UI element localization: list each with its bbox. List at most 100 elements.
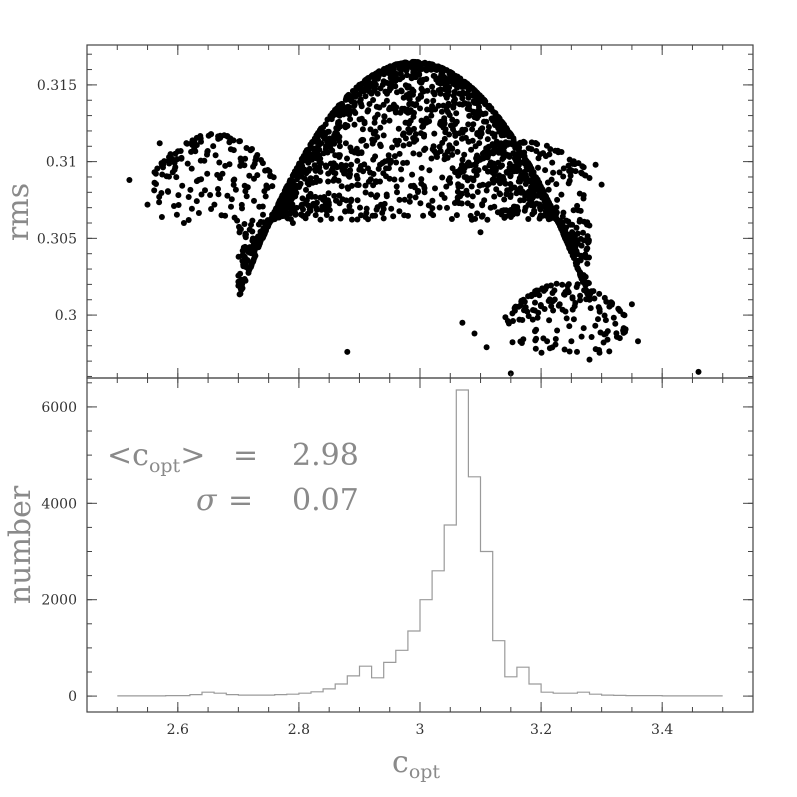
scatter-point [237,285,244,292]
scatter-point [502,180,509,187]
scatter-point [586,175,593,181]
scatter-point [577,292,584,299]
scatter-point [507,131,514,137]
scatter-point [529,316,536,323]
scatter-point [355,182,362,188]
scatter-point [393,183,400,190]
scatter-point [578,333,585,340]
scatter-point [344,155,350,162]
scatter-point [566,348,573,355]
scatter-y-axis-label: rms [1,183,36,241]
scatter-point [573,262,580,269]
scatter-point [580,325,587,332]
scatter-point [484,216,491,223]
scatter-point [580,195,587,202]
scatter-point [525,201,532,208]
scatter-point [528,171,535,178]
scatter-point [565,281,572,288]
scatter-point [516,167,523,174]
scatter-point [449,123,456,130]
scatter-point [351,121,358,128]
scatter-point [489,130,496,137]
scatter-point [202,187,208,194]
scatter-point [496,190,503,197]
scatter-point [504,187,511,194]
scatter-point [318,140,325,147]
scatter-point [312,212,319,219]
scatter-point [358,212,364,219]
scatter-point [227,146,234,153]
scatter-point [612,320,619,327]
scatter-point [159,171,166,178]
scatter-point [429,197,436,204]
scatter-point [528,183,535,190]
scatter-point [165,188,172,195]
scatter-point [237,162,244,169]
scatter-point [493,138,500,145]
scatter-point [371,119,378,126]
scatter-point [185,217,192,223]
scatter-point [577,297,584,304]
scatter-point [483,344,490,351]
scatter-point [566,177,573,184]
scatter-point [195,210,202,216]
scatter-point [419,123,426,130]
scatter-point [499,207,505,214]
scatter-point [492,167,499,174]
scatter-point [154,165,161,172]
histogram-ticks [87,378,753,712]
scatter-point [391,71,398,78]
scatter-point [490,150,497,157]
scatter-point [409,171,416,178]
scatter-point [380,78,387,85]
scatter-point [485,124,492,130]
scatter-point [596,349,603,356]
scatter-point [436,204,443,211]
scatter-point [258,157,264,163]
scatter-point [313,204,320,211]
scatter-point [344,348,351,355]
scatter-point [238,158,245,165]
scatter-point [221,132,228,139]
scatter-point [323,163,330,170]
scatter-point [461,174,468,180]
scatter-point [330,109,337,116]
scatter-point [410,135,417,141]
scatter-point [357,96,364,103]
scatter-point [514,162,521,169]
scatter-point [325,170,332,177]
scatter-point [316,146,323,153]
scatter-point [526,196,533,203]
scatter-point [335,136,342,143]
scatter-point [453,110,460,117]
scatter-point [554,327,561,334]
scatter-point [518,340,525,346]
scatter-point [284,215,291,222]
sigma-annotation-value: 0.07 [292,483,359,518]
scatter-point [448,216,455,222]
scatter-point [510,210,517,217]
histogram-annotations: <copt> = 2.98 σ = 0.07 [107,438,359,518]
scatter-point [553,280,560,287]
histogram-y-tick-label: 6000 [41,400,77,416]
mean-annotation-lhs: <c [107,438,149,473]
scatter-point [552,147,559,154]
scatter-point [144,201,151,208]
scatter-point [536,292,543,299]
scatter-point [311,147,318,154]
scatter-point [251,175,257,182]
scatter-point [396,196,403,203]
scatter-point [456,130,463,137]
scatter-point [353,172,360,179]
scatter-point [311,162,318,169]
scatter-point [171,166,178,173]
scatter-point [391,176,398,183]
scatter-point [156,199,163,206]
scatter-point [370,182,377,189]
scatter-point [168,155,175,162]
scatter-point [606,303,613,310]
scatter-point [304,148,311,155]
scatter-point [404,72,410,79]
scatter-point [303,197,310,204]
scatter-point [317,216,324,223]
